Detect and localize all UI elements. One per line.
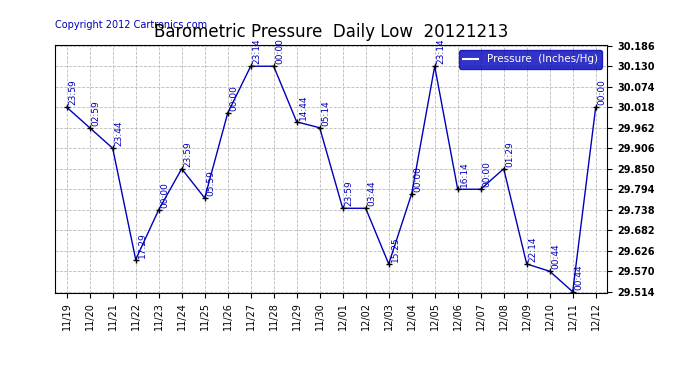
Text: Copyright 2012 Cartronics.com: Copyright 2012 Cartronics.com [55, 20, 207, 30]
Text: 05:59: 05:59 [206, 170, 215, 196]
Legend: Pressure  (Inches/Hg): Pressure (Inches/Hg) [459, 50, 602, 69]
Text: 00:00: 00:00 [161, 182, 170, 208]
Text: 00:44: 00:44 [575, 264, 584, 290]
Text: 17:29: 17:29 [137, 232, 146, 258]
Text: 01:29: 01:29 [506, 141, 515, 167]
Text: 03:44: 03:44 [368, 181, 377, 207]
Text: 00:44: 00:44 [551, 244, 560, 269]
Text: 23:14: 23:14 [437, 39, 446, 64]
Title: Barometric Pressure  Daily Low  20121213: Barometric Pressure Daily Low 20121213 [154, 22, 509, 40]
Text: 00:00: 00:00 [482, 162, 491, 188]
Text: 23:44: 23:44 [115, 121, 124, 146]
Text: 05:14: 05:14 [322, 100, 331, 126]
Text: 23:59: 23:59 [68, 80, 77, 105]
Text: 15:25: 15:25 [391, 236, 400, 262]
Text: 00:00: 00:00 [230, 86, 239, 111]
Text: 14:44: 14:44 [299, 94, 308, 120]
Text: 23:14: 23:14 [253, 39, 262, 64]
Text: 22:14: 22:14 [529, 237, 538, 262]
Text: 16:14: 16:14 [460, 162, 469, 188]
Text: 23:59: 23:59 [344, 181, 353, 207]
Text: 00:00: 00:00 [413, 166, 422, 192]
Text: 02:59: 02:59 [92, 100, 101, 126]
Text: 23:59: 23:59 [184, 141, 193, 167]
Text: 00:00: 00:00 [598, 80, 607, 105]
Text: 00:00: 00:00 [275, 39, 284, 64]
